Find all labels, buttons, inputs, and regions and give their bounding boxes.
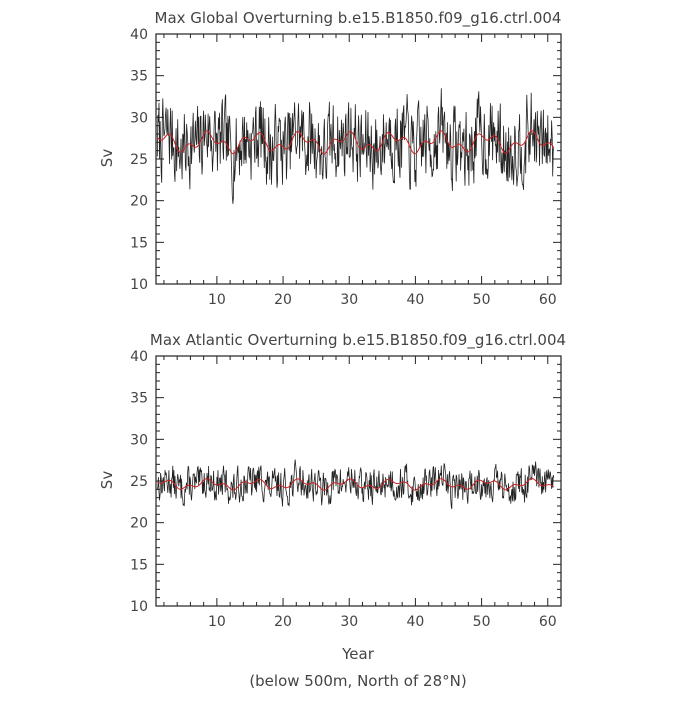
y-tick-label: 10: [130, 599, 148, 615]
y-tick-label: 10: [130, 277, 148, 293]
global-overturning-panel: Max Global Overturning b.e15.B1850.f09_g…: [98, 9, 562, 308]
y-tick-label: 15: [130, 557, 148, 573]
y-tick-label: 25: [130, 474, 148, 490]
monthly-series-line: [156, 88, 555, 204]
axis-ticks: [156, 355, 562, 607]
y-tick-label: 30: [130, 432, 148, 448]
y-tick-label: 40: [130, 27, 148, 43]
y-tick-label: 25: [130, 152, 148, 168]
x-tick-label: 30: [340, 292, 358, 308]
y-tick-label: 35: [130, 69, 148, 85]
chart-title: Max Atlantic Overturning b.e15.B1850.f09…: [150, 331, 566, 350]
y-tick-label: 40: [130, 349, 148, 365]
x-tick-label: 40: [406, 292, 424, 308]
x-tick-label: 40: [406, 614, 424, 630]
y-tick-label: 30: [130, 110, 148, 126]
x-tick-label: 60: [539, 292, 557, 308]
y-tick-label: 15: [130, 235, 148, 251]
y-tick-label: 35: [130, 391, 148, 407]
y-tick-label: 20: [130, 516, 148, 532]
x-tick-label: 50: [473, 614, 491, 630]
footnote: (below 500m, North of 28°N): [249, 672, 466, 690]
running-mean-line: [157, 478, 555, 491]
monthly-series-line: [156, 459, 555, 510]
x-tick-label: 50: [473, 292, 491, 308]
tick-labels: 10 15 20 25 30 35 40 10 20 30 40 50 60: [130, 349, 557, 630]
x-tick-label: 60: [539, 614, 557, 630]
y-axis-label: Sv: [98, 149, 116, 168]
y-tick-label: 20: [130, 194, 148, 210]
x-tick-label: 10: [208, 292, 226, 308]
x-tick-label: 30: [340, 614, 358, 630]
x-tick-label: 10: [208, 614, 226, 630]
x-tick-label: 20: [274, 292, 292, 308]
x-axis-label: Year: [341, 645, 375, 663]
plot-frame: [155, 33, 562, 285]
running-mean-line: [156, 130, 555, 155]
atlantic-overturning-panel: Max Atlantic Overturning b.e15.B1850.f09…: [98, 331, 566, 663]
x-tick-label: 20: [274, 614, 292, 630]
y-axis-label: Sv: [98, 471, 116, 490]
tick-labels: 10 15 20 25 30 35 40 10 20 30 40 50 60: [130, 27, 557, 308]
chart-title: Max Global Overturning b.e15.B1850.f09_g…: [155, 9, 562, 28]
axis-ticks: [156, 33, 562, 285]
